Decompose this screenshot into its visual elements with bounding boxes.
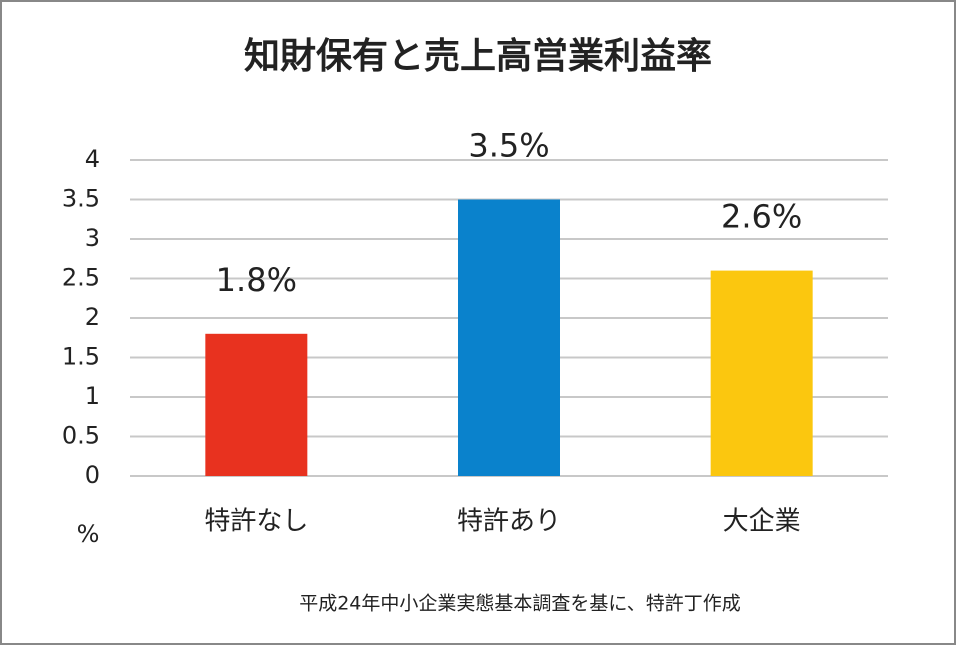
y-tick-label: 2	[85, 303, 100, 331]
chart-title: 知財保有と売上高営業利益率	[244, 36, 712, 77]
y-tick-label: 0	[85, 461, 100, 489]
bar	[710, 270, 813, 476]
y-tick-label: 1.5	[62, 343, 100, 371]
value-label: 2.6%	[721, 198, 802, 236]
x-tick-label: 特許あり	[457, 507, 561, 537]
x-tick-label: 特許なし	[204, 507, 308, 537]
bar	[458, 199, 560, 476]
y-tick-label: 2.5	[62, 264, 100, 292]
y-tick-label: 4	[85, 145, 100, 173]
footnote: 平成24年中小企業実態基本調査を基に、特許丁作成	[299, 593, 741, 615]
y-tick-label: 3.5	[62, 185, 100, 213]
value-label: 3.5%	[468, 127, 549, 165]
value-label: 1.8%	[216, 261, 297, 299]
x-tick-label: 大企業	[723, 507, 801, 537]
y-axis-label: %	[77, 520, 100, 548]
bar	[205, 333, 308, 476]
y-tick-label: 1	[85, 382, 100, 410]
y-tick-label: 3	[85, 224, 100, 252]
y-tick-label: 0.5	[62, 422, 100, 450]
